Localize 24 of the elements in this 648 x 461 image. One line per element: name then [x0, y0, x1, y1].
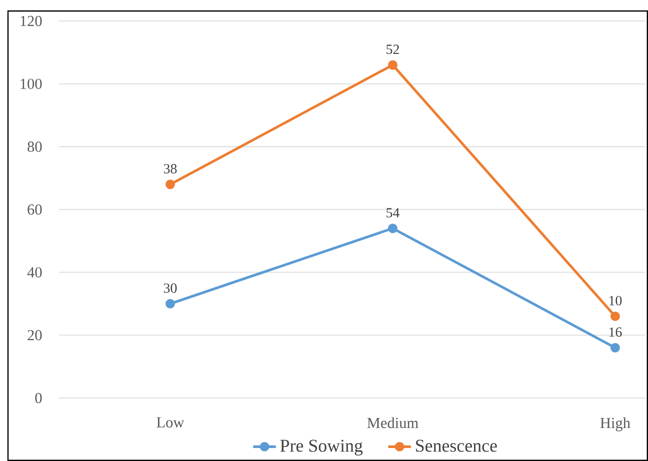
y-tick-label: 60 — [28, 204, 42, 215]
annotation: 52 — [386, 44, 399, 54]
y-tick-label: 20 — [28, 330, 42, 340]
x-tick-label: Medium — [367, 417, 418, 428]
data-label: 30 — [164, 283, 177, 293]
legend-label: Senescence — [416, 440, 497, 452]
data-label: 16 — [609, 327, 622, 337]
point — [166, 180, 175, 190]
annotation: 38 — [164, 164, 177, 174]
y-tick-label: 100 — [20, 78, 42, 89]
annotation: 10 — [609, 296, 622, 306]
point — [610, 312, 620, 322]
y-tick-label: 80 — [28, 142, 42, 152]
y-tick-label: 0 — [35, 392, 42, 404]
y-tick-label: 120 — [20, 16, 42, 26]
data-label: 54 — [386, 208, 400, 218]
point — [166, 299, 175, 308]
y-tick-label: 40 — [27, 267, 42, 278]
point — [388, 224, 398, 234]
x-tick-label: High — [600, 417, 630, 432]
point — [388, 60, 398, 70]
legend-label: Pre Sowing — [280, 440, 363, 456]
point — [610, 342, 620, 352]
x-tick-label: Low — [156, 417, 184, 428]
